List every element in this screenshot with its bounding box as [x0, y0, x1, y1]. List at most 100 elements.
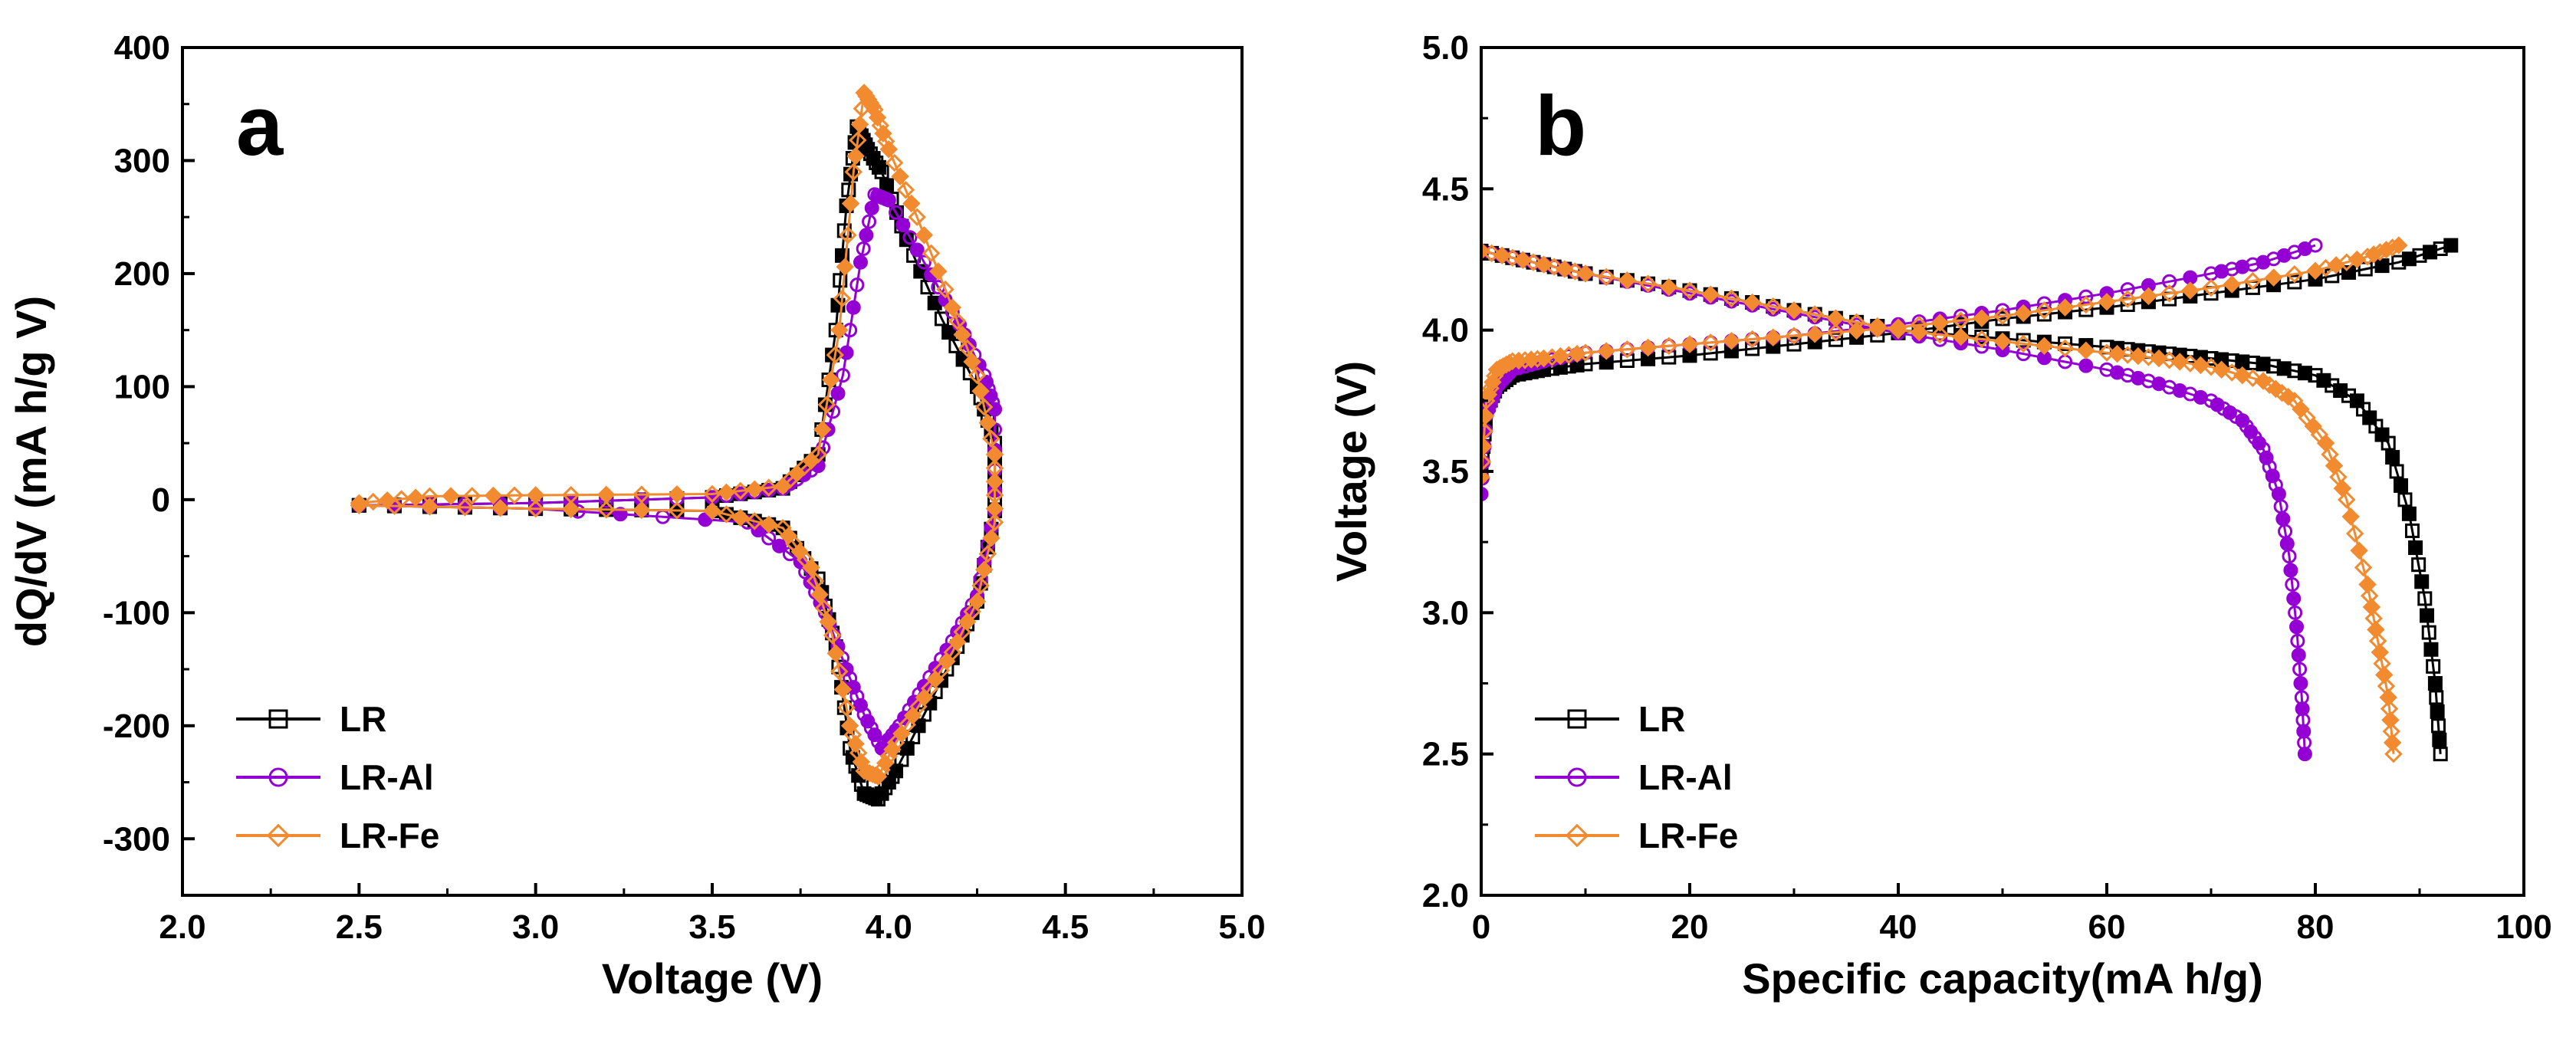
panel-a-lr-fe-point — [731, 481, 750, 501]
panel-b-lr-al-point — [2290, 633, 2305, 648]
panel-a-lr-fe-point — [632, 501, 651, 520]
panel-b-lr-fe-point — [2118, 290, 2137, 308]
panel-b-lr-fe-point — [2077, 341, 2095, 359]
panel-b-lr-fe-point — [1493, 246, 1511, 265]
panel-b-lr-fe-point — [2354, 558, 2373, 577]
panel-a-lr-fe-point — [806, 572, 825, 590]
panel-a-lr-fe-point — [891, 167, 909, 185]
panel-b-lr-fe-point — [2345, 524, 2364, 543]
panel-a-chart: 2.0 2.5 3.0 3.5 4.0 4.5 5.0 -300 -200 -100 0 100 200… — [7, 29, 1266, 1003]
panel-b-lr-point — [2414, 574, 2430, 589]
panel-b-lr-fe-point — [2285, 264, 2304, 284]
panel-b-lr-fe-point — [1973, 309, 1991, 327]
panel-a-lr-fe-point — [971, 576, 990, 595]
panel-a-lr-fe-point — [822, 370, 840, 389]
panel-a-lr-al-point — [846, 300, 861, 315]
panel-a-lr-fe-point — [826, 346, 845, 364]
panel-b-lr-point — [2408, 540, 2423, 556]
panel-b-lr-al-point — [2297, 747, 2312, 762]
panel-b-lr-fe-point — [2341, 507, 2360, 526]
panel-b-lr-fe-point — [1481, 407, 1495, 425]
panel-b-lr-point — [2389, 464, 2404, 479]
panel-a-y-axis-title: dQ/dV (mA h/g V) — [7, 296, 55, 647]
panel-b-lr-point — [2404, 523, 2420, 538]
panel-a-lr-al-point — [881, 192, 896, 208]
panel-b-lr-fe-point — [1681, 281, 1699, 300]
panel-a-lr-fe-point — [840, 717, 859, 735]
panel-b-lr-al-point — [2275, 511, 2291, 527]
panel-b-lr-al-point — [2308, 238, 2323, 253]
panel-b-lr-al-point — [2283, 563, 2298, 578]
panel-b-lr-fe-point — [1701, 285, 1720, 304]
panel-a-panel-letter: a — [236, 79, 284, 173]
panel-a-lr-fe-point — [876, 753, 895, 773]
panel-b-lr-point — [2401, 506, 2417, 521]
panel-a-lr-al-point — [698, 512, 713, 527]
panel-a-lr-fe-point — [703, 501, 721, 520]
panel-a-lr-point — [941, 325, 957, 340]
panel-b-lr-point — [1828, 332, 1843, 347]
panel-b-lr-fe-point — [1503, 248, 1522, 268]
panel-b-lr-al-point — [2279, 536, 2295, 551]
panel-b-x-tick-label: 0 — [1472, 908, 1490, 946]
panel-a-lr-al-point — [830, 386, 846, 401]
panel-a-lr-al-point — [889, 205, 904, 220]
panel-a-lr-fe-point — [774, 519, 792, 537]
panel-a-lr-fe-point — [978, 413, 997, 432]
panel-a-lr-fe-point — [846, 146, 865, 166]
panel-a-lr-fe-point — [971, 382, 990, 401]
panel-a-lr-fe-point — [943, 298, 961, 317]
panel-b-lr-point — [2380, 435, 2396, 451]
panel-a-lr-fe-line-0 — [359, 89, 996, 779]
panel-a-lr-fe-point — [850, 115, 869, 133]
panel-b-y-axis-title: Voltage (V) — [1327, 361, 1375, 582]
panel-a-lr-fe-point — [406, 488, 425, 507]
panel-b-lr-fe-point — [1618, 340, 1637, 359]
panel-b-lr-al-point — [2271, 486, 2286, 501]
panel-b-lr-fe-point — [1597, 342, 1615, 360]
panel-a-y-tick-label: -300 — [103, 820, 170, 858]
panel-b-lr-fe-point — [2108, 344, 2127, 363]
panel-b-lr-fe-point — [1566, 262, 1585, 281]
panel-b-lr-point — [2417, 591, 2433, 606]
panel-b-lr-fe-point — [2014, 304, 2032, 323]
panel-b-y-tick-label: 4.5 — [1422, 170, 1469, 208]
panel-a-lr-fe-point — [844, 163, 863, 181]
panel-a-y-tick-label: 300 — [114, 142, 170, 179]
panel-b-lr-fe-point — [2243, 271, 2262, 291]
panel-b-lr-fe-point — [1524, 253, 1543, 271]
panel-b-lr-fe-point — [2384, 744, 2403, 763]
panel-b-lr-point — [2420, 608, 2435, 623]
panel-b-lr-point — [1703, 346, 1718, 361]
panel-b-legend-marker — [1565, 823, 1589, 848]
panel-b-lr-fe-point — [1764, 297, 1783, 316]
panel-b-lr-point — [1745, 341, 1760, 356]
panel-b-x-tick-label: 60 — [2088, 908, 2126, 946]
panel-a-y-tick-label: 0 — [152, 481, 170, 519]
panel-a-lr-fe-point — [929, 262, 948, 281]
panel-a-lr-fe-point — [837, 698, 856, 717]
panel-b-x-axis-title: Specific capacity(mA h/g) — [1742, 954, 2262, 1003]
panel-b-lr-fe-point — [2181, 354, 2200, 373]
panel-a-lr-fe-point — [936, 280, 955, 299]
panel-a-lr-fe-point — [463, 487, 481, 505]
panel-a-lr-fe-point — [817, 396, 836, 414]
panel-b-lr-point — [2287, 274, 2302, 290]
panel-a-lr-fe-point — [668, 501, 686, 520]
panel-a-lr-fe-point — [809, 445, 827, 464]
panel-b-legend-item-lr-al: LR-Al — [1535, 757, 1733, 797]
panel-b-lr-al-point — [2016, 346, 2031, 362]
panel-a-lr-fe-point — [597, 501, 616, 519]
panel-b-lr-fe-point — [1993, 332, 2012, 351]
panel-b-lr-al-point — [1974, 339, 1990, 354]
panel-a-lr-al-point — [902, 230, 918, 245]
panel-b-lr-fe-point — [1701, 333, 1720, 352]
panel-a-x-tick-label: 4.5 — [1042, 908, 1089, 946]
panel-b-lr-fe-point — [1868, 317, 1887, 336]
panel-b-lr-point — [2423, 245, 2438, 260]
panel-a-lr-fe-point — [813, 420, 832, 439]
panel-a-lr-fe-point — [978, 544, 997, 563]
panel-a-lr-fe-point — [908, 208, 926, 226]
panel-b-lr-fe-point — [1743, 330, 1762, 349]
panel-b-lr-fe-point — [1930, 325, 1950, 344]
